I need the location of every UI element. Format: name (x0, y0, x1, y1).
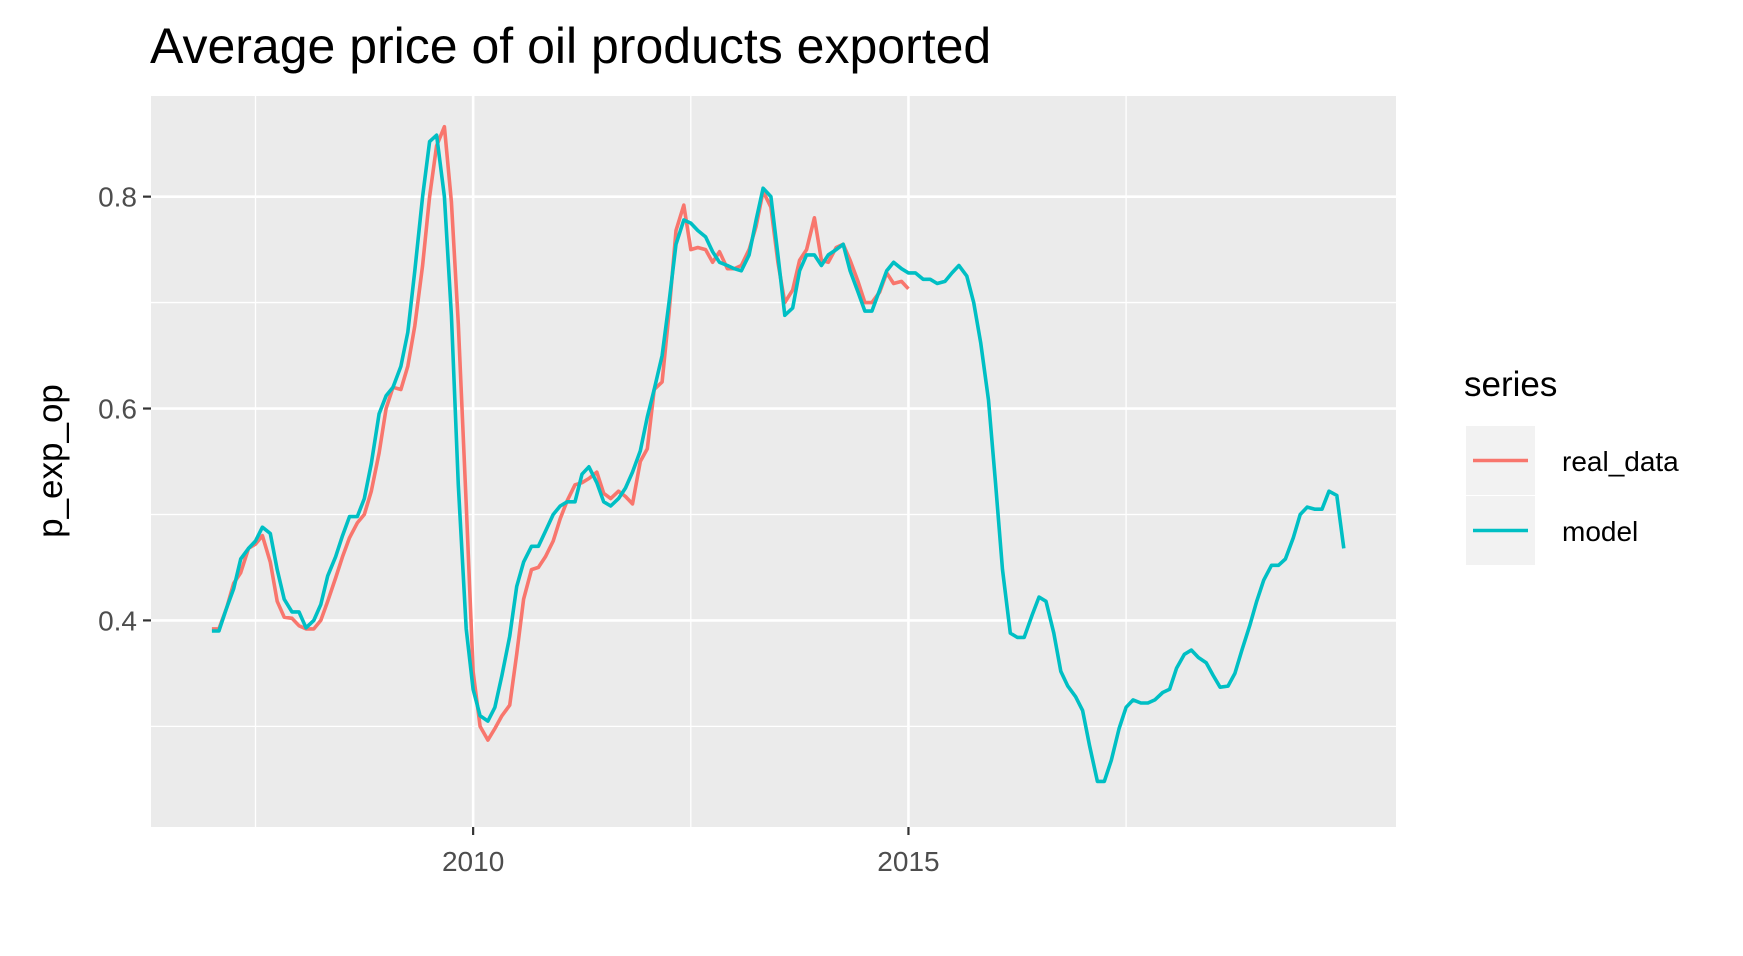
y-tick-label: 0.4 (98, 605, 137, 636)
series-line-model (211, 133, 1346, 784)
series-lines (211, 124, 1346, 784)
major-gridlines (151, 96, 1396, 827)
legend-label-real_data: real_data (1562, 446, 1679, 477)
y-tick-labels: 0.4 0.6 0.8 (98, 182, 137, 637)
y-tick-label: 0.8 (98, 182, 137, 213)
legend-label-model: model (1562, 516, 1638, 547)
minor-gridlines (151, 96, 1396, 827)
x-tick-labels: 2010 2015 (442, 846, 940, 877)
x-tick-label: 2010 (442, 846, 504, 877)
y-tick-label: 0.6 (98, 394, 137, 425)
series-line-real_data (211, 124, 910, 742)
legend-title: series (1464, 365, 1557, 404)
chart-title: Average price of oil products exported (150, 18, 991, 74)
y-axis-title: p_exp_op (31, 384, 70, 538)
x-tick-label: 2015 (877, 846, 939, 877)
axis-ticks (143, 195, 910, 835)
